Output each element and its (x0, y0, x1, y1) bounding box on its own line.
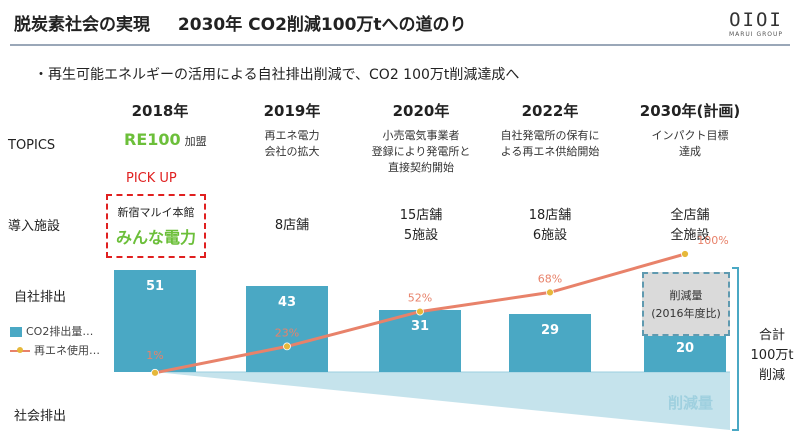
bar-2019年 (246, 286, 328, 372)
renewable-value-label: 100% (697, 234, 728, 247)
summary-bullet: ・再生可能エネルギーの活用による自社排出削減で、CO2 100万t削減達成へ (34, 67, 520, 83)
renewable-value-label: 52% (408, 292, 432, 305)
facilities-2019: 8店舗 (274, 218, 310, 233)
social-reduction-label: 削減量 (668, 394, 714, 412)
logo-subtitle: MARUI GROUP (728, 31, 784, 38)
year-header: 2019年 (263, 102, 321, 120)
bar-value-label: 31 (411, 319, 429, 334)
bar-value-label: 51 (146, 279, 164, 294)
year-header: 2018年 (131, 102, 189, 120)
facilities-2020: 15店舗 5施設 (399, 208, 443, 243)
pickup-store: 新宿マルイ本館 (117, 206, 195, 219)
pickup-label: PICK UP (126, 171, 177, 186)
topic-2030: インパクト目標 達成 (651, 129, 729, 158)
topic-2019: 再エネ電力 会社の拡大 (264, 129, 320, 158)
bar-2030年(計画) (644, 332, 726, 372)
title-main: 2030年 CO2削減100万tへの道のり (177, 15, 467, 35)
renewable-value-label: 68% (538, 272, 562, 285)
topic-2022: 自社発電所の保有に よる再エネ供給開始 (500, 129, 600, 158)
reduction-box: 削減量 (2016年度比) (642, 272, 730, 336)
row-label-social-emissions: 社会排出 (14, 409, 67, 424)
title-theme: 脱炭素社会の実現 (14, 15, 150, 35)
topic-2020: 小売電気事業者 登録により発電所と 直接契約開始 (371, 129, 471, 174)
row-label-facilities: 導入施設 (8, 219, 61, 234)
bar-2022年 (509, 314, 591, 372)
renewable-point (416, 307, 424, 316)
bar-2018年 (114, 270, 196, 372)
row-label-own-emissions: 自社排出 (14, 290, 67, 305)
facilities-2022: 18店舗 6施設 (528, 208, 572, 243)
renewable-value-label: 1% (146, 349, 163, 362)
legend-bar-label: CO2排出量… (26, 325, 94, 338)
title-divider (10, 44, 790, 46)
facilities-2030: 全店舗 全施設 (670, 208, 710, 243)
row-label-topics: TOPICS (8, 138, 56, 153)
company-logo: OIOI MARUI GROUP (726, 10, 786, 38)
bar-value-label: 20 (676, 341, 694, 356)
legend-line-swatch (10, 347, 30, 353)
bar-series (114, 270, 726, 372)
legend-bar: CO2排出量… (10, 323, 93, 339)
total-bracket-line (732, 267, 739, 431)
line-series (151, 250, 689, 377)
bar-2020年 (379, 310, 461, 372)
renewable-point (681, 250, 689, 258)
legend-line: 再エネ使用… (10, 342, 100, 358)
legend-line-label: 再エネ使用… (34, 344, 100, 357)
data-labels: 51 43 31 29 20 1% 23% 52% 68% 100% (146, 234, 729, 362)
social-reduction-triangle (155, 372, 730, 430)
year-header: 2020年 (392, 102, 450, 120)
bar-value-label: 43 (278, 295, 296, 310)
renewable-value-label: 23% (275, 326, 299, 339)
renewable-point (546, 288, 554, 297)
renewable-point (283, 342, 291, 351)
year-header: 2022年 (521, 102, 579, 120)
reduction-box-label: 削減量 (669, 289, 703, 302)
logo-mark: OIOI (729, 9, 783, 31)
social-reduction-area (155, 371, 730, 430)
reduction-box-sub: (2016年度比) (651, 307, 721, 320)
renewable-point (151, 368, 159, 377)
re100-logo: RE100 加盟 (124, 130, 207, 149)
bar-value-label: 29 (541, 323, 559, 338)
page-title: 脱炭素社会の実現 2030年 CO2削減100万tへの道のり (14, 10, 467, 35)
total-reduction: 合計 100万t 削減 (750, 328, 794, 383)
total-bracket (732, 267, 739, 431)
legend-bar-swatch (10, 327, 22, 337)
pickup-brand-logo: みんな電力 (115, 228, 196, 247)
year-header: 2030年(計画) (639, 102, 741, 120)
pickup-box: 新宿マルイ本館 みんな電力 (106, 194, 206, 258)
